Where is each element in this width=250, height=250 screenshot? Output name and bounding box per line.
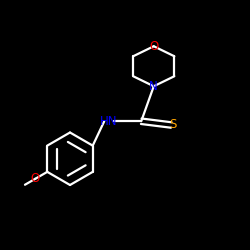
Text: O: O (149, 40, 158, 53)
Text: HN: HN (100, 115, 117, 128)
Text: S: S (169, 118, 176, 132)
Text: N: N (150, 80, 158, 93)
Text: O: O (31, 172, 40, 185)
